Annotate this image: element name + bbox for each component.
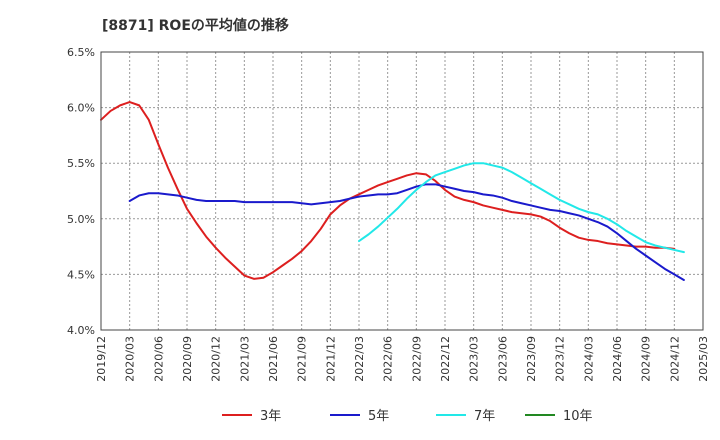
y-tick-label: 6.5% <box>67 46 95 59</box>
x-tick-label: 2019/12 <box>95 336 108 382</box>
y-tick-label: 6.0% <box>67 102 95 115</box>
legend-label-4: 10年 <box>563 409 593 424</box>
x-tick-label: 2021/12 <box>324 336 337 382</box>
legend-label-2: 5年 <box>368 409 389 424</box>
x-tick-label: 2024/09 <box>640 336 653 382</box>
y-tick-label: 5.5% <box>67 157 95 170</box>
y-tick-label: 5.0% <box>67 213 95 226</box>
x-tick-label: 2021/03 <box>238 336 251 382</box>
x-tick-label: 2021/06 <box>267 336 280 382</box>
legend-label-1: 3年 <box>260 409 281 424</box>
x-tick-label: 2022/12 <box>439 336 452 382</box>
plot-frame <box>100 51 704 331</box>
x-tick-label: 2023/06 <box>496 336 509 382</box>
x-tick-label: 2020/03 <box>124 336 137 382</box>
y-tick-label: 4.5% <box>67 268 95 281</box>
series-line-3 <box>358 162 685 254</box>
x-tick-label: 2020/06 <box>152 336 165 382</box>
x-tick-label: 2020/12 <box>210 336 223 382</box>
x-tick-label: 2024/03 <box>582 336 595 382</box>
x-axis-ticks: 2019/12 2020/03 2020/06 2020/09 2020/12 2021/… <box>95 336 710 382</box>
x-tick-label: 2022/09 <box>410 336 423 382</box>
series-line-2 <box>128 183 685 281</box>
x-tick-label: 2024/06 <box>611 336 624 382</box>
x-tick-label: 2024/12 <box>668 336 681 382</box>
legend: 3年 5年 7年 10年 <box>222 409 593 424</box>
y-axis-ticks: 6.5% 6.0% 5.5% 5.0% 4.5% 4.0% <box>67 46 95 337</box>
legend-label-3: 7年 <box>474 409 495 424</box>
x-tick-label: 2022/03 <box>353 336 366 382</box>
x-tick-label: 2023/03 <box>468 336 481 382</box>
x-tick-label: 2020/09 <box>181 336 194 382</box>
x-tick-label: 2022/06 <box>382 336 395 382</box>
x-tick-label: 2021/09 <box>296 336 309 382</box>
y-tick-label: 4.0% <box>67 324 95 337</box>
x-tick-label: 2025/03 <box>697 336 710 382</box>
x-tick-label: 2023/09 <box>525 336 538 382</box>
series-lines <box>100 101 685 281</box>
series-line-1 <box>100 101 676 280</box>
x-tick-label: 2023/12 <box>554 336 567 382</box>
chart-title: [8871] ROEの平均値の推移 <box>102 17 289 34</box>
